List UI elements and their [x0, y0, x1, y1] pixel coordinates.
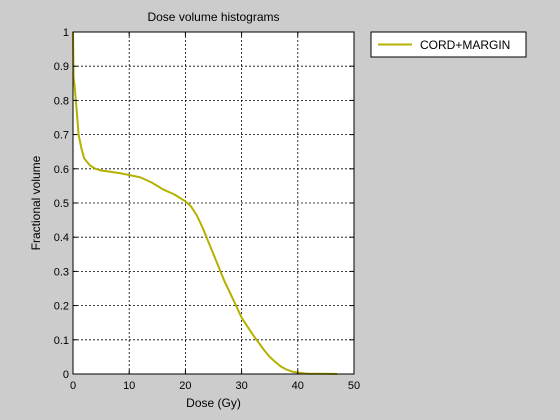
x-tick-label: 20: [179, 380, 191, 392]
y-tick-label: 0.9: [54, 61, 69, 73]
x-axis-label: Dose (Gy): [186, 396, 241, 410]
chart-title: Dose volume histograms: [147, 10, 279, 24]
y-tick-label: 0.5: [54, 198, 69, 210]
legend-entry: CORD+MARGIN: [420, 38, 510, 52]
y-tick-label: 0.1: [54, 335, 69, 347]
y-tick-label: 0.6: [54, 164, 69, 176]
y-tick-label: 0.4: [54, 232, 69, 244]
y-tick-label: 0.8: [54, 95, 69, 107]
legend: CORD+MARGIN: [370, 31, 527, 58]
x-tick-label: 40: [292, 380, 304, 392]
ticks: 0 10 20 30 40 50 0 0.1 0.2 0.3 0.4 0.5 0.6 0.7 0.8 0.9 1: [54, 27, 360, 392]
y-tick-label: 0.3: [54, 266, 69, 278]
x-tick-label: 10: [123, 380, 135, 392]
y-tick-label: 0.2: [54, 301, 69, 313]
series-line-0: [72, 31, 338, 375]
y-tick-label: 0: [63, 369, 69, 381]
x-tick-label: 30: [235, 380, 247, 392]
grid: [73, 32, 354, 374]
x-tick-label: 50: [348, 380, 360, 392]
series-layer: [72, 31, 338, 375]
y-tick-label: 1: [63, 27, 69, 39]
y-tick-label: 0.7: [54, 130, 69, 142]
y-axis-label: Fractional volume: [29, 155, 43, 250]
x-tick-label: 0: [70, 380, 76, 392]
